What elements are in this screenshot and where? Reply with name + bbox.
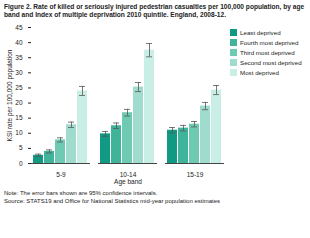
svg-text:Age band: Age band bbox=[114, 178, 142, 186]
html-text:Third most deprived: Third most deprived bbox=[240, 49, 295, 57]
html-text:Source: STATS19 and Office for: Source: STATS19 and Office for National … bbox=[4, 198, 221, 205]
svg-text:45: 45 bbox=[15, 24, 23, 31]
svg-text:5: 5 bbox=[19, 145, 23, 152]
svg-text:KSI rate per 100,000 populatio: KSI rate per 100,000 population bbox=[6, 50, 14, 142]
svg-text:5-9: 5-9 bbox=[56, 172, 66, 179]
html-text:Least deprived: Least deprived bbox=[240, 29, 281, 37]
svg-text:40: 40 bbox=[15, 39, 23, 46]
html-text:Note: The error bars shown are: Note: The error bars shown are 95% confi… bbox=[4, 190, 158, 197]
svg-text:25: 25 bbox=[15, 84, 23, 91]
svg-text:10-14: 10-14 bbox=[119, 171, 137, 179]
svg-text:0: 0 bbox=[19, 160, 23, 167]
svg-text:15-19: 15-19 bbox=[187, 172, 204, 179]
svg-text:20: 20 bbox=[15, 100, 23, 107]
html-text:Fourth most deprived: Fourth most deprived bbox=[240, 39, 299, 47]
svg-text:30: 30 bbox=[15, 69, 23, 76]
html-text:Figure 2. Rate of killed or se: Figure 2. Rate of killed or seriously in… bbox=[4, 3, 305, 19]
svg-text:10: 10 bbox=[15, 130, 23, 137]
html-text:Second most deprived: Second most deprived bbox=[240, 59, 302, 67]
html-text:Most deprived: Most deprived bbox=[240, 69, 279, 77]
svg-text:15: 15 bbox=[15, 115, 23, 122]
svg-text:35: 35 bbox=[15, 54, 23, 61]
